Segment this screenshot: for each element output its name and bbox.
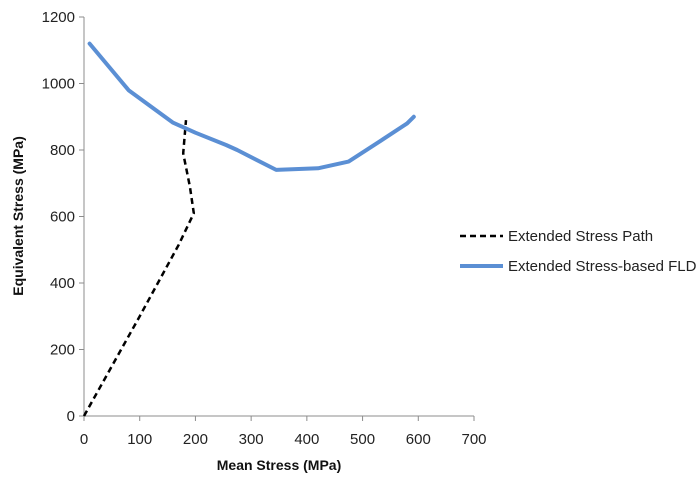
x-tick-label: 300 (239, 431, 264, 448)
y-tick-label: 200 (50, 342, 75, 359)
x-tick-label: 700 (461, 431, 486, 448)
y-axis-title: Equivalent Stress (MPa) (10, 136, 26, 296)
y-axis-ticks: 0 200 400 600 800 1000 1200 (42, 9, 84, 425)
x-axis-title: Mean Stress (MPa) (217, 457, 341, 473)
y-tick-label: 400 (50, 275, 75, 292)
y-tick-label: 0 (67, 408, 75, 425)
y-tick-label: 800 (50, 142, 75, 159)
legend-label-stress-path: Extended Stress Path (508, 228, 653, 245)
x-tick-label: 200 (183, 431, 208, 448)
legend-label-fld: Extended Stress-based FLD (508, 258, 696, 275)
series-layer (82, 41, 416, 417)
x-tick-label: 500 (350, 431, 375, 448)
x-tick-label: 600 (406, 431, 431, 448)
series-line-fld (87, 41, 416, 172)
y-tick-label: 1200 (42, 9, 75, 26)
legend: Extended Stress Path Extended Stress-bas… (460, 228, 696, 275)
y-tick-label: 1000 (42, 76, 75, 93)
x-tick-label: 100 (127, 431, 152, 448)
y-tick-label: 600 (50, 209, 75, 226)
x-tick-label: 0 (80, 431, 88, 448)
x-tick-label: 400 (294, 431, 319, 448)
x-axis-ticks: 0 100 200 300 400 500 600 700 (80, 416, 487, 448)
series-line-stress-path (82, 119, 196, 417)
